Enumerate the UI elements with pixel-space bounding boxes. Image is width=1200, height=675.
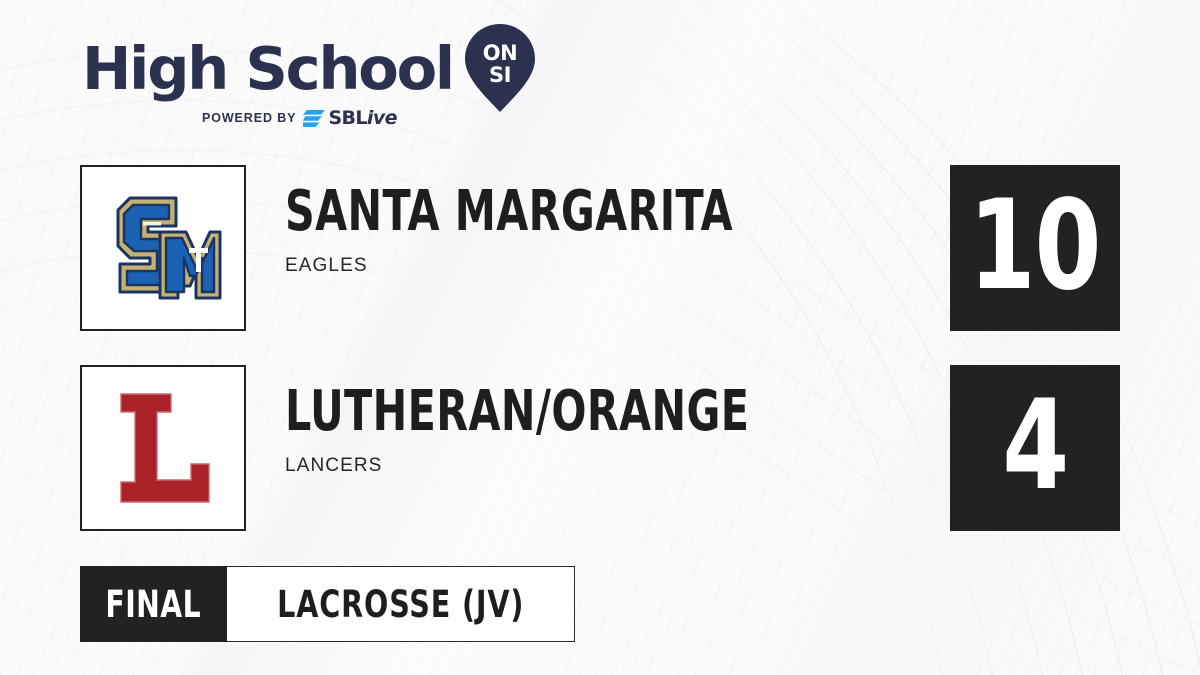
sport-label: LACROSSE (JV) — [276, 582, 525, 626]
team-mascot: EAGLES — [285, 255, 368, 276]
game-state-badge: FINAL — [80, 566, 227, 642]
team-name: LUTHERAN/ORANGE — [285, 379, 750, 444]
team-info: LUTHERAN/ORANGE LANCERS — [285, 383, 1015, 477]
team-score: 4 — [1002, 374, 1069, 518]
santa-margarita-sm-monogram-logo — [104, 186, 222, 310]
powered-by-label: POWERED BY — [202, 111, 297, 125]
team-logo-frame — [80, 365, 246, 531]
team-info: SANTA MARGARITA EAGLES — [285, 183, 1015, 277]
on-si-pin-icon: ON SI — [463, 22, 537, 114]
sblive-logo: SBLive — [303, 106, 398, 129]
svg-text:ON: ON — [483, 41, 517, 65]
brand-title: High School — [82, 34, 455, 103]
sblive-wordmark: SBLive — [328, 106, 398, 129]
status-bar: FINAL LACROSSE (JV) — [80, 566, 575, 642]
game-state-label: FINAL — [105, 582, 202, 626]
team-score: 10 — [969, 174, 1102, 318]
brand-title-row: High School ON SI — [82, 24, 535, 112]
sblive-wordmark-bold: SBL — [328, 106, 367, 129]
team-score-box: 4 — [950, 365, 1120, 531]
team-score-box: 10 — [950, 165, 1120, 331]
team-logo-frame — [80, 165, 246, 331]
sblive-wordmark-italic: ive — [366, 106, 398, 129]
sport-label-box: LACROSSE (JV) — [227, 566, 575, 642]
svg-text:SI: SI — [489, 63, 511, 87]
team-mascot: LANCERS — [285, 455, 383, 476]
brand-lockup: High School ON SI POWERED BY — [82, 24, 535, 133]
lutheran-orange-l-logo — [113, 392, 213, 504]
sblive-bolt-icon — [303, 109, 326, 127]
team-name: SANTA MARGARITA — [285, 179, 733, 244]
powered-by-row: POWERED BY SBLive — [202, 108, 502, 128]
